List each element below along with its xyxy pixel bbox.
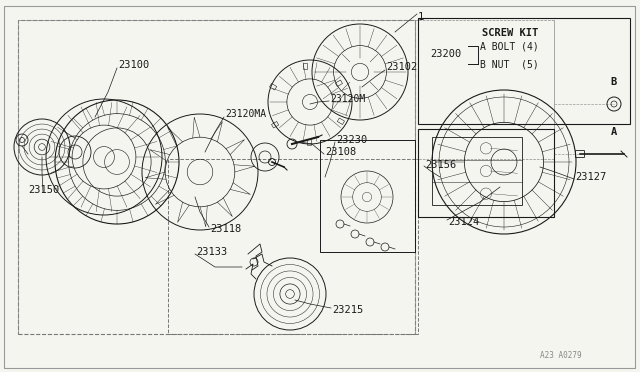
Bar: [432, 137, 522, 205]
Text: A: A: [611, 127, 617, 137]
Text: 23108: 23108: [325, 147, 356, 157]
Bar: [320, 140, 415, 252]
Text: 23230: 23230: [336, 135, 367, 145]
Text: 23215: 23215: [332, 305, 364, 315]
Text: 23156: 23156: [425, 160, 456, 170]
Text: 23200: 23200: [430, 49, 461, 59]
Text: B: B: [611, 77, 617, 87]
Bar: [271, 122, 278, 128]
Text: 23133: 23133: [196, 247, 227, 257]
Text: 23118: 23118: [210, 224, 241, 234]
Bar: [269, 83, 276, 90]
Text: 23124: 23124: [448, 217, 479, 227]
Bar: [337, 118, 344, 125]
Text: B NUT  (5): B NUT (5): [480, 59, 539, 69]
Text: SCREW KIT: SCREW KIT: [482, 28, 538, 38]
Bar: [418, 129, 554, 217]
Bar: [307, 139, 311, 145]
Text: 23100: 23100: [118, 60, 149, 70]
Text: 1: 1: [418, 12, 424, 22]
Text: 23102: 23102: [386, 62, 417, 72]
Text: 23120M: 23120M: [330, 94, 365, 104]
Text: A23 A0279: A23 A0279: [540, 351, 582, 360]
Bar: [168, 159, 418, 334]
Bar: [18, 20, 415, 334]
Text: 23127: 23127: [575, 172, 606, 182]
Bar: [418, 18, 630, 124]
Text: 23150: 23150: [28, 185, 60, 195]
Bar: [335, 80, 342, 87]
Text: A BOLT (4): A BOLT (4): [480, 41, 539, 51]
Text: 23120MA: 23120MA: [225, 109, 266, 119]
Bar: [303, 63, 307, 69]
